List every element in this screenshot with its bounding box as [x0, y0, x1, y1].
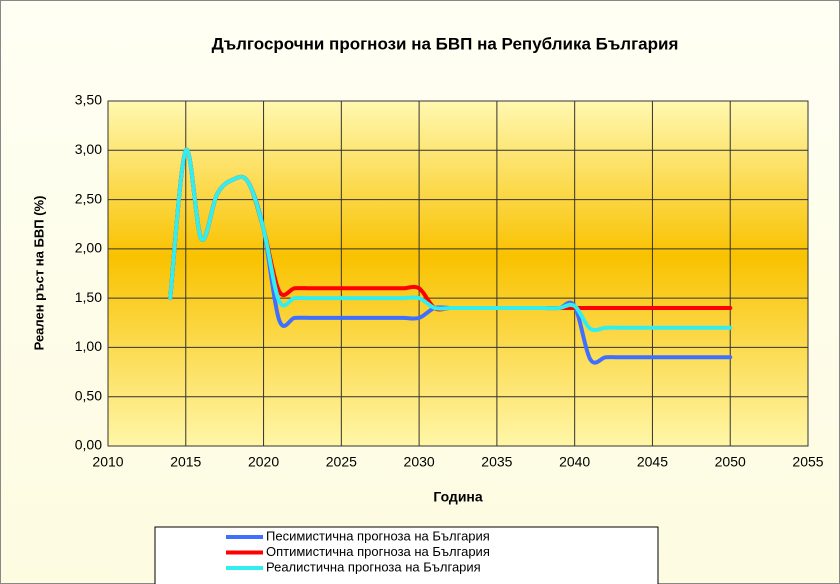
- legend-label: Оптимистична прогноза на България: [266, 544, 490, 559]
- x-tick-label: 2035: [481, 454, 512, 470]
- y-tick-label: 0,50: [75, 387, 102, 403]
- y-tick-label: 1,00: [75, 338, 102, 354]
- x-tick-label: 2020: [248, 454, 279, 470]
- y-tick-label: 3,00: [75, 141, 102, 157]
- plot-area: [108, 101, 808, 446]
- legend-label: Песимистична прогноза на България: [266, 528, 490, 543]
- x-tick-label: 2045: [637, 454, 668, 470]
- x-tick-label: 2050: [715, 454, 746, 470]
- y-tick-label: 3,50: [75, 92, 102, 108]
- x-tick-label: 2030: [404, 454, 435, 470]
- legend-label: Реалистична прогноза на България: [266, 559, 481, 574]
- plot-border: [107, 100, 809, 447]
- y-tick-label: 2,00: [75, 240, 102, 256]
- y-tick-label: 0,00: [75, 437, 102, 453]
- x-tick-label: 2055: [792, 454, 823, 470]
- y-axis-label: Реален ръст на БВП (%): [31, 196, 46, 351]
- series-line: [168, 147, 733, 333]
- x-tick-label: 2025: [326, 454, 357, 470]
- y-tick-label: 1,50: [75, 289, 102, 305]
- x-tick-label: 2010: [92, 454, 123, 470]
- x-axis-label: Година: [433, 489, 483, 505]
- y-tick-label: 2,50: [75, 190, 102, 206]
- x-tick-label: 2015: [170, 454, 201, 470]
- x-tick-label: 2040: [559, 454, 590, 470]
- chart-title: Дългосрочни прогнози на БВП на Република…: [212, 34, 679, 53]
